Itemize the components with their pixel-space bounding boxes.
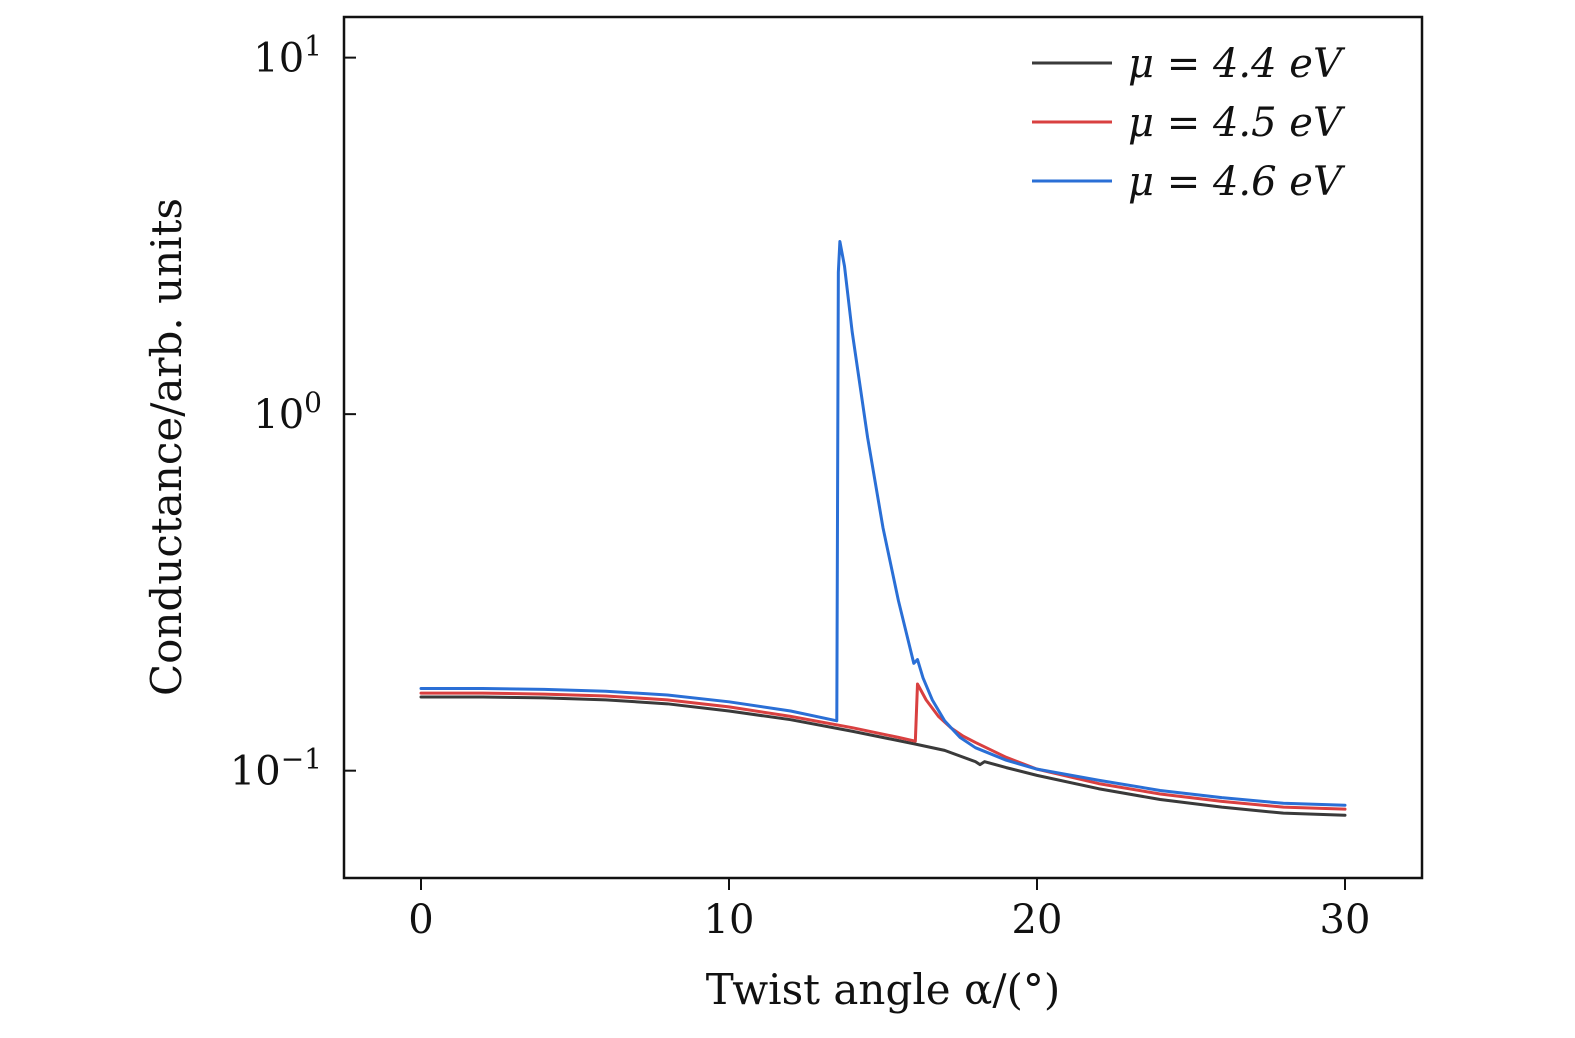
x-tick-label: 0 <box>408 897 433 943</box>
plot-frame <box>342 15 1424 880</box>
y-tick-exponent: 1 <box>304 30 322 63</box>
series-line-3 <box>419 239 1347 807</box>
legend: μ = 4.4 eV μ = 4.5 eV μ = 4.6 eV <box>1032 41 1346 205</box>
y-tick-exponent: −1 <box>281 743 322 776</box>
legend-label: μ = 4.5 eV <box>1128 100 1346 146</box>
x-axis-ticks: 0 10 20 30 <box>408 878 1370 943</box>
y-tick-label: 10−1 <box>230 743 322 795</box>
y-tick-label: 101 <box>253 30 322 82</box>
series-layer <box>419 239 1347 817</box>
x-tick-label: 10 <box>704 897 755 943</box>
x-axis-title: Twist angle α/(°) <box>706 965 1061 1014</box>
legend-label: μ = 4.6 eV <box>1128 159 1346 205</box>
series-line-2 <box>419 682 1347 811</box>
y-tick-label: 100 <box>253 386 322 438</box>
y-tick-base: 10 <box>230 749 281 795</box>
x-tick-label: 30 <box>1320 897 1371 943</box>
y-tick-base: 10 <box>253 392 304 438</box>
series-line-1 <box>419 695 1347 817</box>
legend-label: μ = 4.4 eV <box>1128 41 1346 87</box>
y-tick-exponent: 0 <box>304 386 322 419</box>
x-tick-label: 20 <box>1012 897 1063 943</box>
y-tick-base: 10 <box>253 36 304 82</box>
y-axis-title: Conductance/arb. units <box>142 198 191 696</box>
